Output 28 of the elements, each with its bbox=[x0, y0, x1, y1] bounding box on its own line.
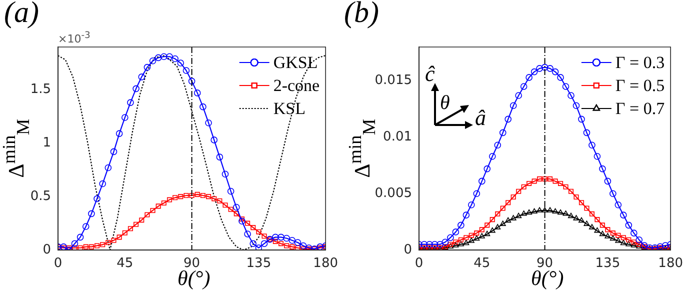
y-tick-label: 1.5 bbox=[30, 82, 51, 98]
x-tick-label: 135 bbox=[246, 256, 272, 272]
x-tick-label: 135 bbox=[595, 256, 620, 272]
annotation: â bbox=[475, 105, 486, 131]
legend-label: Γ = 0.5 bbox=[615, 76, 665, 95]
y-tick-label: 0.005 bbox=[374, 186, 412, 201]
x-tick-label: 45 bbox=[474, 256, 490, 272]
y-tick-label: 0.5 bbox=[30, 188, 51, 204]
chart-title: (a) bbox=[4, 0, 39, 30]
y-tick-label: 1 bbox=[42, 136, 51, 151]
x-tick-label: 0 bbox=[414, 256, 424, 272]
legend-label: KSL bbox=[273, 98, 306, 118]
annotation: ĉ bbox=[425, 61, 435, 87]
chart-title: (b) bbox=[344, 0, 379, 30]
x-tick-label: 45 bbox=[116, 256, 134, 272]
legend-label: 2-cone bbox=[273, 76, 320, 95]
y-tick-label: 0 bbox=[42, 242, 51, 258]
x-tick-label: 180 bbox=[658, 256, 684, 272]
text: ×10$^{-3}$ bbox=[58, 30, 90, 46]
y-tick-label: 0.015 bbox=[374, 73, 412, 88]
annotation: θ bbox=[440, 92, 450, 115]
x-tick-label: 180 bbox=[313, 256, 338, 272]
y-tick-label: 0 bbox=[404, 242, 412, 258]
x-tick-label: 0 bbox=[54, 256, 62, 272]
legend-label: GKSL bbox=[273, 52, 318, 72]
legend-label: Γ = 0.3 bbox=[615, 52, 665, 72]
y-tick-label: 0.01 bbox=[383, 130, 412, 145]
legend-label: Γ = 0.7 bbox=[615, 98, 666, 118]
